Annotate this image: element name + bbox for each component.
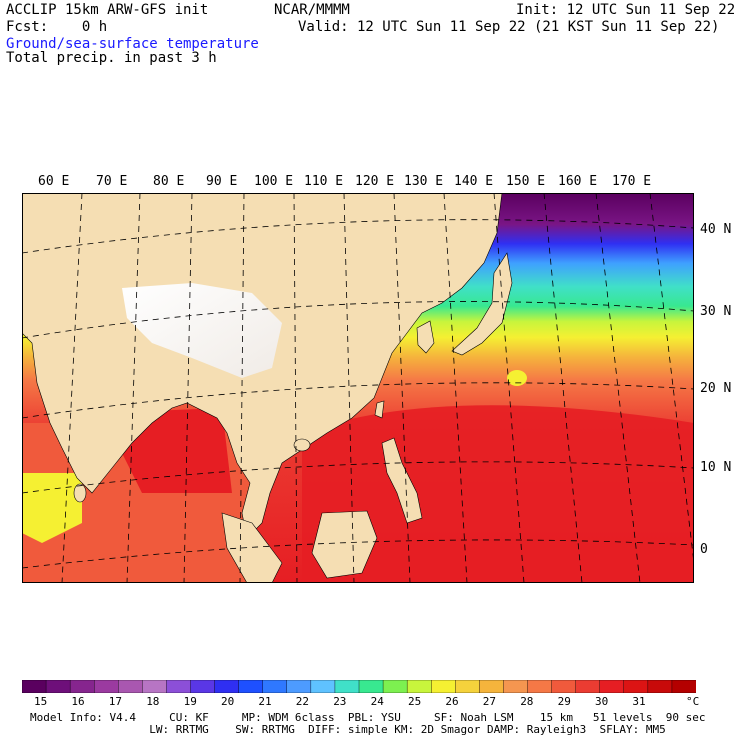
colorbar-label: 31 [632, 695, 646, 708]
colorbar-label: 22 [295, 695, 310, 708]
colorbar-label: 23 [333, 695, 347, 708]
colorbar-swatch [286, 680, 312, 693]
forecast-hour: Fcst: 0 h [6, 19, 108, 35]
valid-time: Valid: 12 UTC Sun 11 Sep 22 (21 KST Sun … [298, 19, 720, 35]
map-frame [22, 193, 694, 583]
lon-label: 110 E [304, 174, 344, 189]
colorbar-swatch [551, 680, 577, 693]
graticule [22, 193, 694, 583]
colorbar-swatch [406, 680, 432, 693]
colorbar-label: 20 [221, 695, 235, 708]
colorbar-swatch [382, 680, 408, 693]
model-title: ACCLIP 15km ARW-GFS init [6, 2, 209, 18]
colorbar-swatch [455, 680, 481, 693]
colorbar-swatch [142, 680, 168, 693]
field-title-1: Ground/sea-surface temperature [6, 36, 259, 52]
lon-label: 130 E [404, 174, 444, 189]
colorbar-label: 21 [258, 695, 272, 708]
colorbar-swatch [45, 680, 71, 693]
colorbar-swatch [69, 680, 95, 693]
colorbar-unit: °C [686, 695, 700, 708]
lon-label: 100 E [254, 174, 294, 189]
colorbar-label: 15 [34, 695, 48, 708]
tibetan-plateau [122, 283, 282, 378]
model-info-line1: Model Info: V4.4 CU: KF MP: WDM 6class P… [30, 711, 706, 724]
colorbar-label: 19 [183, 695, 197, 708]
colorbar-swatch [671, 680, 696, 693]
colorbar-swatch [334, 680, 360, 693]
init-time: Init: 12 UTC Sun 11 Sep 22 [516, 2, 736, 18]
lat-label: 20 N [700, 381, 732, 396]
lon-label: 80 E [153, 174, 185, 189]
borneo [311, 510, 378, 579]
lat-label: 40 N [700, 222, 732, 237]
model-info-line2: LW: RRTMG SW: RRTMG DIFF: simple KM: 2D … [30, 723, 666, 736]
colorbar-swatch [358, 680, 384, 693]
lat-label: 10 N [700, 460, 732, 475]
hainan [293, 438, 311, 452]
field-title-2: Total precip. in past 3 h [6, 50, 217, 66]
colorbar-swatch [238, 680, 264, 693]
japan [451, 252, 513, 356]
colorbar-label: 29 [557, 695, 571, 708]
korea [416, 320, 435, 354]
colorbar-swatch [599, 680, 625, 693]
taiwan [374, 400, 385, 419]
lon-label: 170 E [612, 174, 652, 189]
colorbar-label: 27 [482, 695, 497, 708]
sst-map [22, 193, 694, 583]
colorbar-swatch [575, 680, 601, 693]
colorbar-label: 26 [445, 695, 459, 708]
colorbar [22, 680, 696, 693]
colorbar-swatch [310, 680, 336, 693]
colorbar-label: 17 [108, 695, 123, 708]
sri-lanka [73, 483, 87, 503]
lon-label: 160 E [558, 174, 598, 189]
colorbar-label: 28 [520, 695, 534, 708]
lon-label: 90 E [206, 174, 238, 189]
colorbar-swatch [503, 680, 529, 693]
colorbar-label: 30 [595, 695, 609, 708]
colorbar-swatch [623, 680, 649, 693]
colorbar-swatch [94, 680, 119, 693]
colorbar-label: 16 [71, 695, 85, 708]
colorbar-swatch [647, 680, 673, 693]
lon-label: 60 E [38, 174, 70, 189]
warm-spot [507, 370, 527, 386]
colorbar-swatch [118, 680, 144, 693]
colorbar-swatch [22, 680, 47, 693]
colorbar-swatch [527, 680, 553, 693]
lon-label: 150 E [506, 174, 546, 189]
warm-pool [302, 405, 694, 583]
colorbar-label: 18 [146, 695, 160, 708]
colorbar-swatch [479, 680, 505, 693]
philippines [381, 437, 423, 524]
center-label: NCAR/MMMM [274, 2, 350, 18]
sumatra [221, 512, 283, 583]
lon-label: 120 E [355, 174, 395, 189]
lat-label: 30 N [700, 304, 732, 319]
colorbar-swatch [190, 680, 216, 693]
lon-label: 140 E [454, 174, 494, 189]
lon-label: 70 E [96, 174, 128, 189]
colorbar-swatch [214, 680, 240, 693]
colorbar-swatch [431, 680, 456, 693]
colorbar-label: 24 [370, 695, 384, 708]
colorbar-swatch [262, 680, 288, 693]
lat-label: 0 [700, 542, 708, 557]
colorbar-label: 25 [408, 695, 422, 708]
colorbar-swatch [166, 680, 192, 693]
